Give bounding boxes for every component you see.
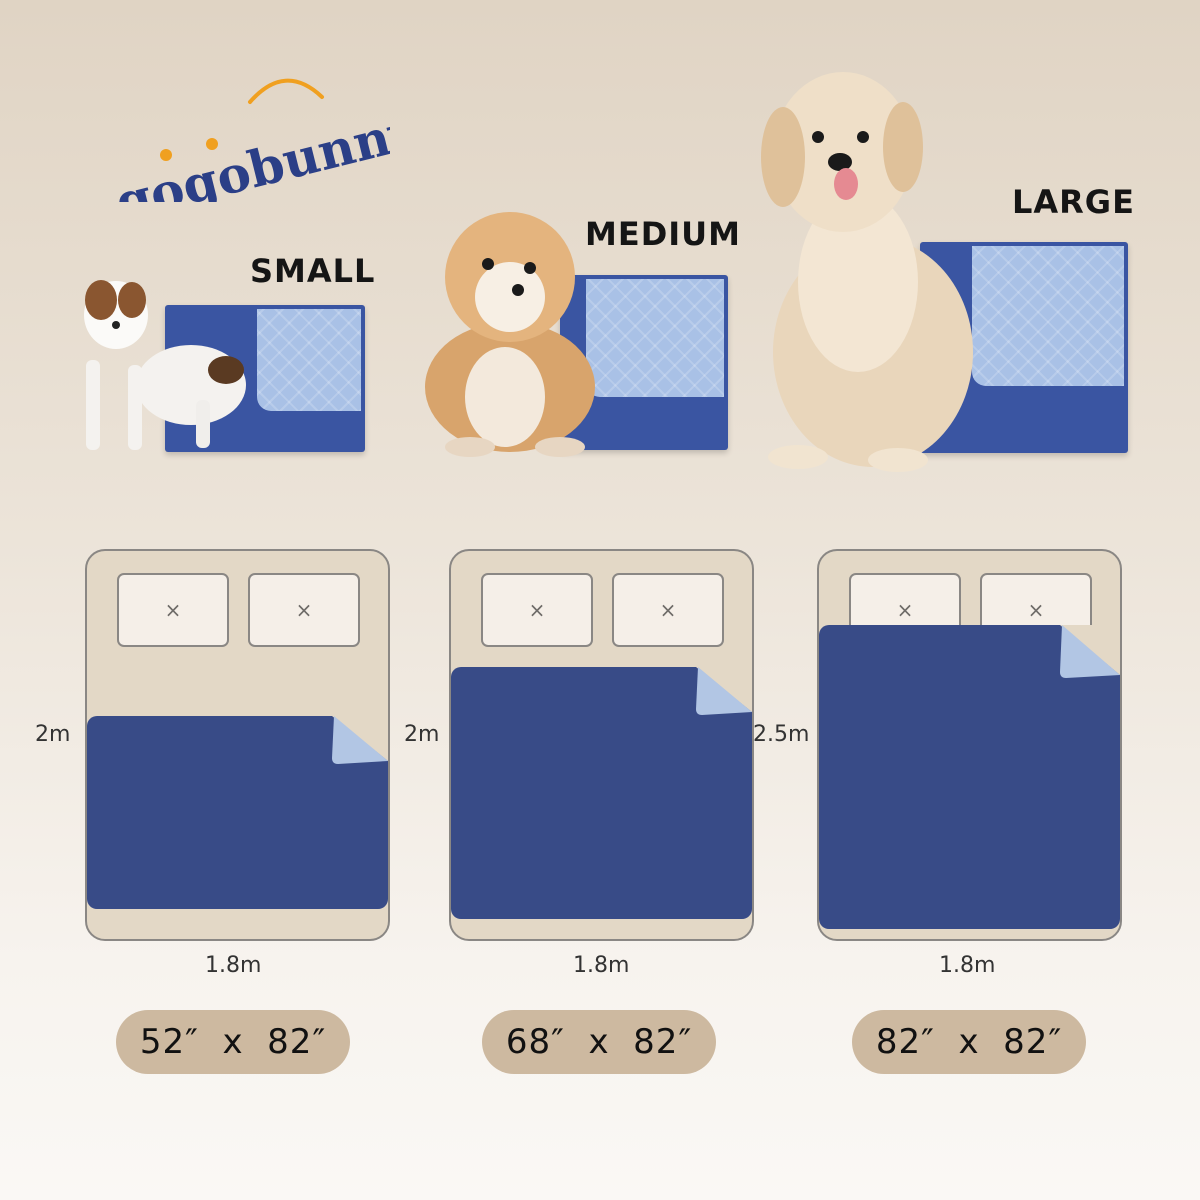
svg-text:gogobunny: gogobunny — [110, 100, 390, 202]
pillow-x-icon: × — [1027, 598, 1045, 622]
pillow-x-icon: × — [295, 598, 313, 622]
pillow-x-icon: × — [528, 598, 546, 622]
dimensions-text: 68″ x 82″ — [505, 1022, 693, 1062]
sheet — [451, 667, 752, 919]
bed-diagram-medium: × × — [449, 549, 754, 941]
puppy-dog-icon — [84, 280, 246, 450]
sheet — [819, 625, 1120, 929]
dimensions-text: 82″ x 82″ — [875, 1022, 1063, 1062]
pillow: × — [117, 573, 229, 647]
pad-fold — [586, 279, 724, 397]
height-label-large: 2.5m — [753, 722, 810, 747]
pad-large — [920, 242, 1128, 453]
pad-fold — [257, 309, 361, 411]
sheet-fold-corner — [1060, 625, 1120, 678]
width-label-medium: 1.8m — [573, 953, 630, 978]
dimensions-badge-medium: 68″ x 82″ — [482, 1010, 716, 1074]
pad-medium — [560, 275, 728, 450]
pad-fold — [972, 246, 1124, 386]
dimensions-text: 52″ x 82″ — [139, 1022, 327, 1062]
size-label-large: LARGE — [1012, 183, 1135, 221]
height-label-medium: 2m — [404, 722, 440, 747]
width-label-large: 1.8m — [939, 953, 996, 978]
sheet — [87, 716, 388, 909]
pillow: × — [248, 573, 360, 647]
fluffy-dog-icon — [425, 212, 595, 457]
dimensions-badge-small: 52″ x 82″ — [116, 1010, 350, 1074]
gogobunny-logo: gogobunny — [110, 78, 390, 202]
pillow: × — [612, 573, 724, 647]
size-label-small: SMALL — [250, 252, 376, 290]
sheet-fold-corner — [332, 716, 388, 764]
pillow-x-icon: × — [164, 598, 182, 622]
bed-diagram-large: × × — [817, 549, 1122, 941]
width-label-small: 1.8m — [205, 953, 262, 978]
bed-diagram-small: × × — [85, 549, 390, 941]
dimensions-badge-large: 82″ x 82″ — [852, 1010, 1086, 1074]
pillow: × — [481, 573, 593, 647]
sheet-fold-corner — [696, 667, 752, 715]
pillow-x-icon: × — [659, 598, 677, 622]
golden-retriever-icon — [761, 72, 973, 472]
size-label-medium: MEDIUM — [585, 215, 741, 253]
pillow-x-icon: × — [896, 598, 914, 622]
height-label-small: 2m — [35, 722, 71, 747]
